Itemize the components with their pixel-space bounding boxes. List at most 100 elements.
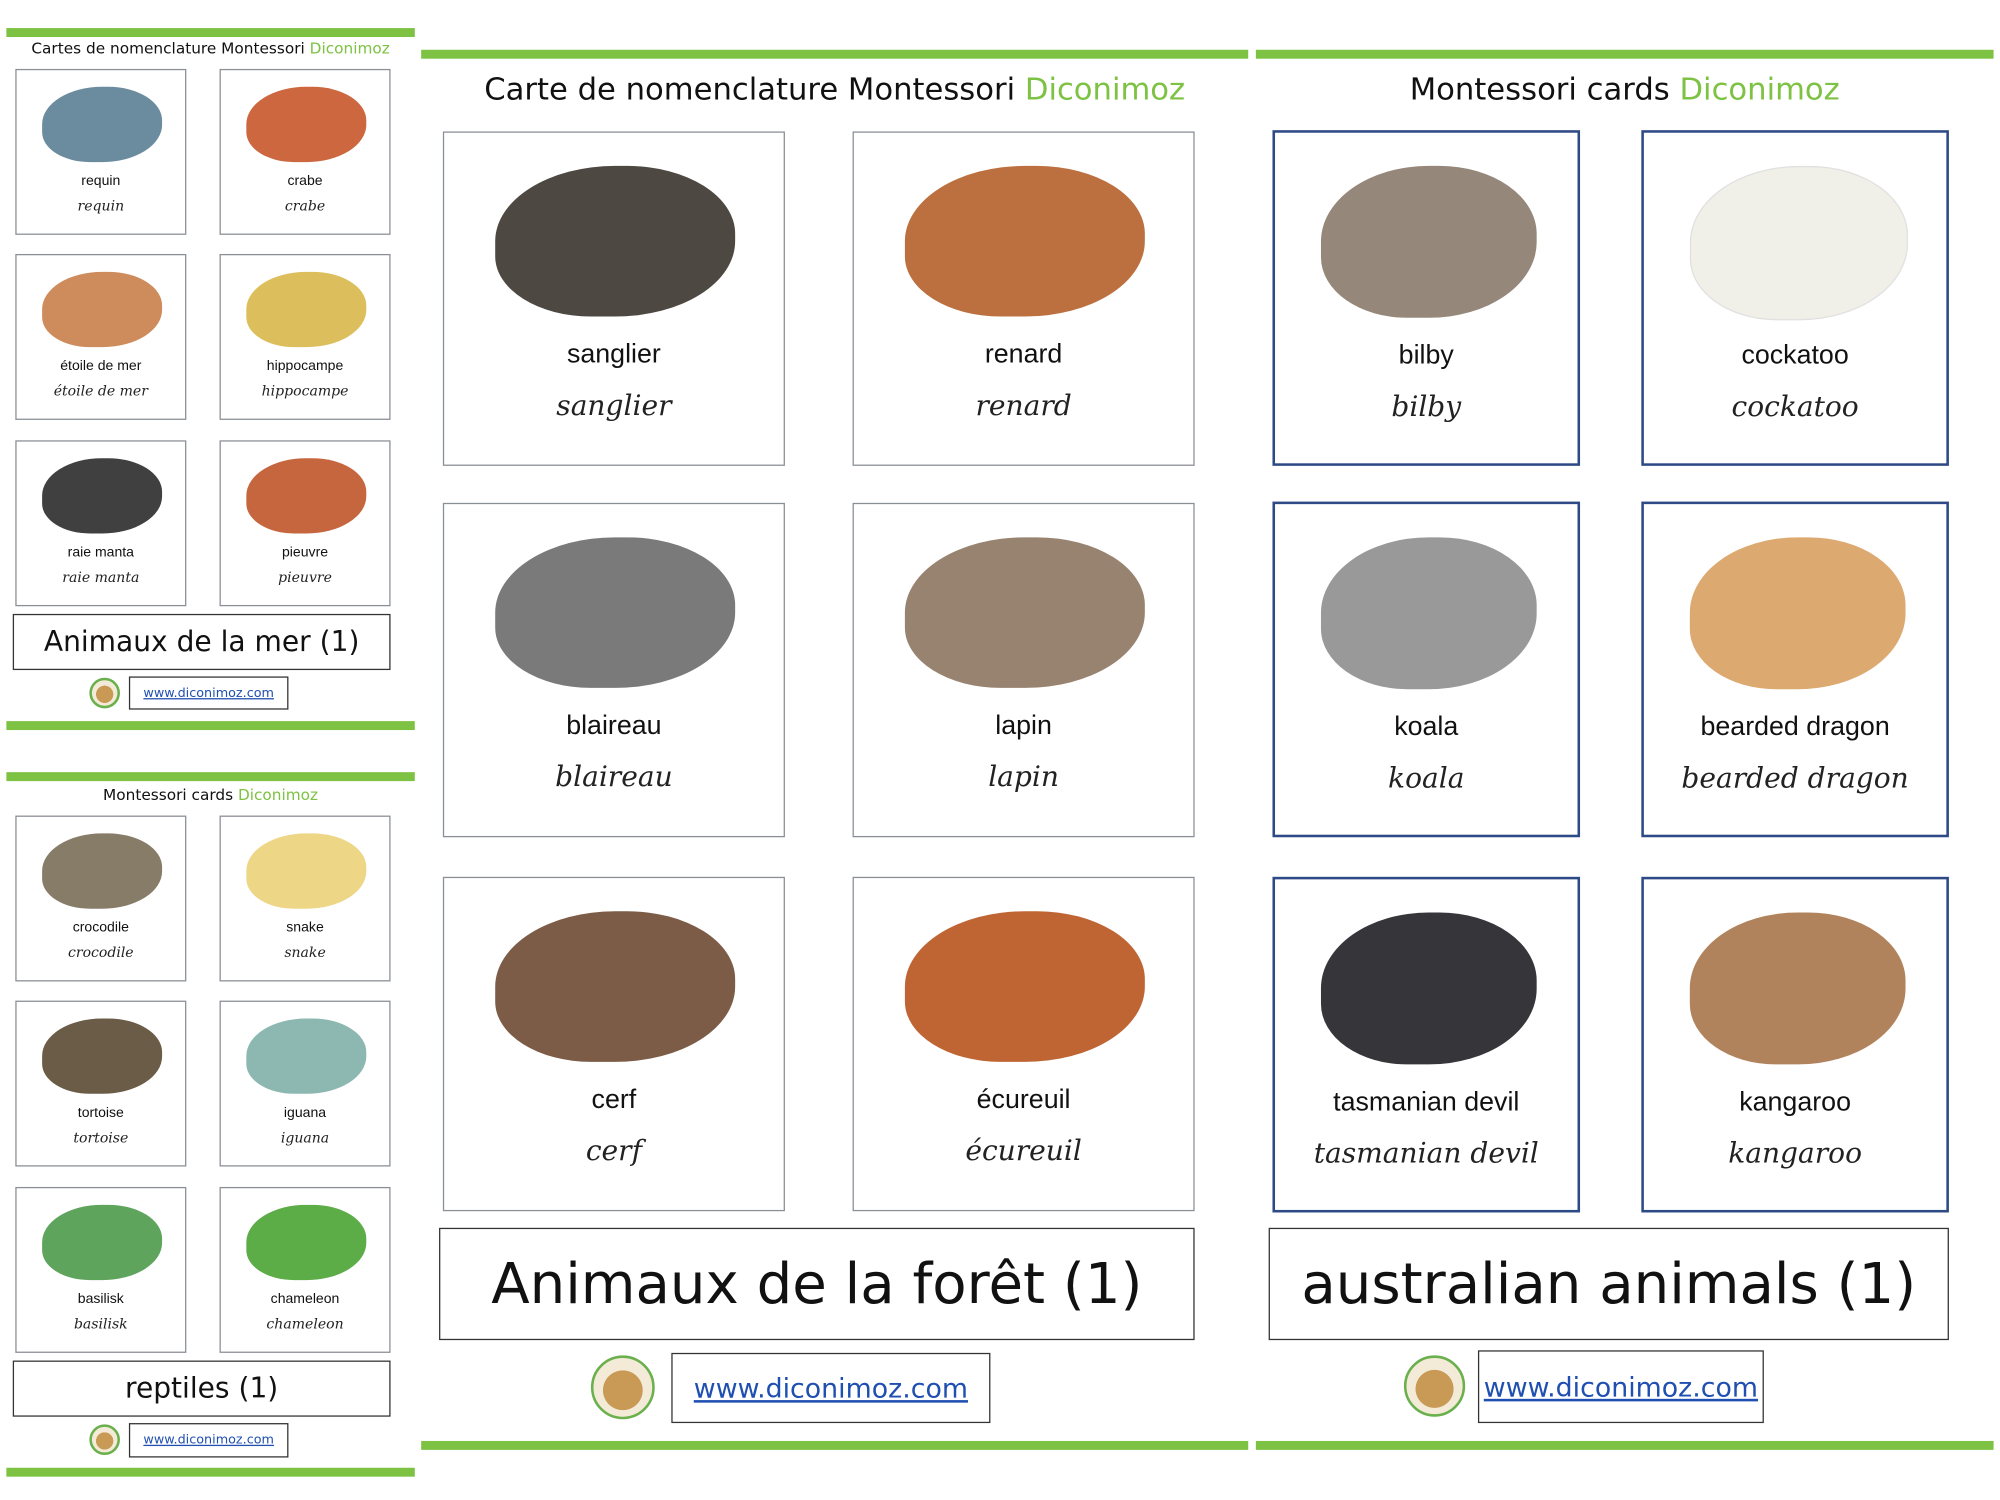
animal-name: renard [984, 340, 1063, 370]
nomenclature-card: crocodile crocodile [15, 815, 187, 982]
website-link[interactable]: www.diconimoz.com [671, 1352, 991, 1424]
animal-name: pieuvre [282, 544, 329, 560]
animal-name-cursive: étoile de mer [53, 383, 148, 400]
animal-image [246, 86, 367, 162]
animal-image [42, 271, 162, 347]
nomenclature-card: pieuvre pieuvre [219, 440, 391, 607]
animal-name: kangaroo [1739, 1087, 1851, 1117]
animal-image [495, 166, 735, 317]
animal-image [905, 166, 1145, 317]
animal-image [495, 537, 735, 689]
nomenclature-card: raie manta raie manta [15, 440, 187, 607]
brand-name: Diconimoz [237, 786, 319, 805]
animal-image [495, 911, 735, 1062]
animal-name-cursive: requin [77, 197, 125, 215]
animal-name-cursive: snake [284, 944, 326, 962]
animal-name-cursive: renard [975, 390, 1072, 423]
bottom-green-rule [1255, 1440, 1994, 1450]
animal-name-cursive: hippocampe [261, 383, 349, 400]
website-link[interactable]: www.diconimoz.com [128, 676, 289, 710]
animal-name-cursive: tortoise [73, 1129, 129, 1147]
bottom-green-rule [6, 721, 415, 731]
sheet-title-text: Carte de nomenclature Montessori [484, 71, 1016, 108]
animal-image [1690, 537, 1906, 689]
nomenclature-card: blaireau blaireau [442, 502, 785, 838]
animal-name: snake [286, 919, 324, 936]
animal-name: raie manta [67, 544, 134, 560]
nomenclature-card: tortoise tortoise [15, 1000, 187, 1167]
animal-name: crocodile [72, 919, 129, 936]
set-title-box: australian animals (1) [1268, 1227, 1949, 1341]
nomenclature-card: basilisk basilisk [15, 1186, 187, 1353]
animal-name-cursive: bilby [1391, 391, 1462, 424]
animal-name: tortoise [77, 1104, 124, 1121]
animal-name: koala [1394, 712, 1459, 742]
nomenclature-card: lapin lapin [852, 502, 1195, 838]
set-title-box: Animaux de la mer (1) [12, 613, 391, 671]
animal-image [42, 1204, 162, 1280]
animal-name-cursive: iguana [280, 1129, 330, 1147]
nomenclature-card: kangaroo kangaroo [1641, 876, 1949, 1213]
animal-name: sanglier [566, 340, 661, 370]
animal-name-cursive: basilisk [73, 1315, 128, 1333]
animal-image [1321, 166, 1537, 318]
diconimoz-logo-icon [89, 677, 120, 709]
nomenclature-card: cockatoo cockatoo [1641, 130, 1949, 466]
brand-name: Diconimoz [1024, 71, 1186, 108]
animal-name-cursive: sanglier [556, 390, 672, 423]
animal-name: chameleon [270, 1291, 340, 1307]
diconimoz-logo-icon [89, 1424, 120, 1455]
top-green-rule [6, 28, 415, 38]
animal-name-cursive: crabe [284, 197, 326, 215]
animal-name-cursive: pieuvre [278, 569, 332, 586]
sheet-title: Carte de nomenclature Montessori Diconim… [421, 71, 1248, 107]
animal-name: tasmanian devil [1333, 1087, 1520, 1117]
animal-image [42, 1018, 162, 1094]
animal-name-cursive: raie manta [62, 569, 140, 586]
nomenclature-card: bilby bilby [1272, 130, 1581, 466]
animal-image [246, 1018, 367, 1094]
animal-image [246, 1204, 367, 1280]
animal-image [246, 271, 367, 347]
sheet-title-text: Montessori cards [1409, 71, 1670, 108]
animal-image [1321, 537, 1537, 689]
animal-name: cockatoo [1741, 340, 1849, 371]
animal-name: lapin [995, 711, 1052, 741]
animal-image [42, 458, 162, 533]
set-title-box: Animaux de la forêt (1) [439, 1227, 1195, 1341]
nomenclature-card: requin requin [15, 68, 187, 235]
website-link[interactable]: www.diconimoz.com [1477, 1350, 1764, 1424]
nomenclature-card: hippocampe hippocampe [219, 253, 391, 420]
animal-name-cursive: cerf [585, 1135, 642, 1168]
animal-image [246, 458, 367, 533]
website-link[interactable]: www.diconimoz.com [128, 1423, 289, 1458]
top-green-rule [421, 49, 1249, 59]
bottom-green-rule [421, 1440, 1249, 1450]
set-title-box: reptiles (1) [12, 1360, 391, 1417]
diconimoz-logo-icon [1403, 1355, 1466, 1417]
bottom-green-rule [6, 1467, 415, 1477]
animal-image [1321, 912, 1537, 1064]
nomenclature-card: bearded dragon bearded dragon [1641, 501, 1949, 838]
animal-name: requin [81, 173, 121, 189]
animal-name-cursive: kangaroo [1728, 1137, 1863, 1170]
sheet-title-text: Montessori cards [103, 786, 234, 805]
top-green-rule [1255, 49, 1994, 59]
animal-name-cursive: écureuil [965, 1135, 1082, 1168]
sheet-title: Montessori cards Diconimoz [6, 786, 414, 804]
animal-name: bilby [1398, 340, 1454, 371]
sheet-title: Cartes de nomenclature Montessori Diconi… [6, 40, 414, 58]
animal-name-cursive: cockatoo [1731, 391, 1859, 424]
nomenclature-card: écureuil écureuil [852, 876, 1195, 1212]
animal-image [1690, 912, 1906, 1064]
top-green-rule [6, 772, 415, 782]
animal-name: iguana [283, 1104, 327, 1121]
animal-image [42, 86, 162, 162]
animal-name-cursive: crocodile [68, 944, 134, 962]
animal-name-cursive: chameleon [266, 1315, 344, 1333]
brand-name: Diconimoz [309, 39, 390, 58]
animal-name-cursive: lapin [988, 761, 1059, 794]
nomenclature-card: iguana iguana [219, 1000, 391, 1167]
animal-image [905, 911, 1145, 1062]
